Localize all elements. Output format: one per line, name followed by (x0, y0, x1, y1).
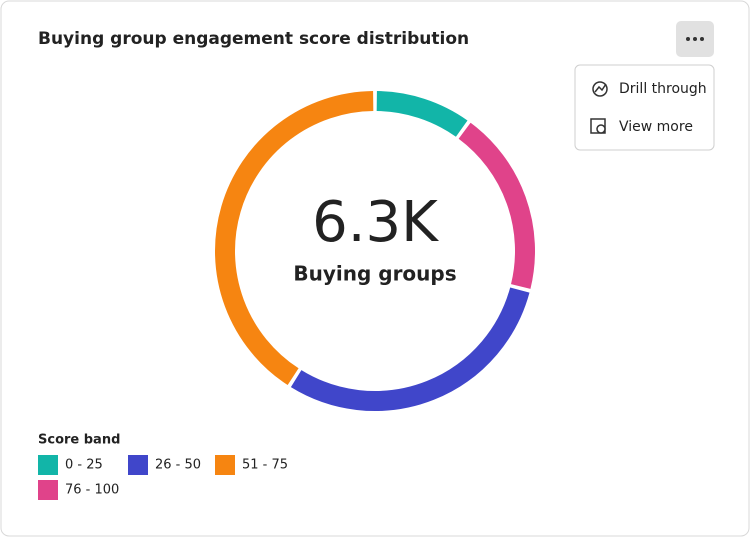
donut-segment (458, 122, 535, 289)
center-value: 6.3K (312, 190, 439, 255)
view-icon (596, 124, 606, 134)
menu-item-label[interactable]: Drill through (619, 81, 707, 97)
dot (700, 37, 704, 41)
legend-swatch (215, 455, 235, 475)
donut-segment (215, 91, 374, 386)
donut-segment (290, 287, 530, 411)
menu-item[interactable]: View more (590, 118, 693, 135)
dot (686, 37, 690, 41)
card-title: Buying group engagement score distributi… (38, 29, 469, 49)
menu (574, 64, 715, 151)
drill-icon (594, 83, 607, 93)
legend-label: 76 - 100 (65, 483, 119, 498)
dot (693, 37, 697, 41)
legend-label: 0 - 25 (65, 458, 103, 473)
legend-swatch (38, 480, 58, 500)
legend-swatch (38, 455, 58, 475)
center-label: Buying groups (293, 262, 456, 286)
legend-swatch (128, 455, 148, 475)
donut-segment (376, 91, 468, 137)
view-icon (590, 118, 606, 134)
menu-item[interactable]: Drill through (592, 81, 707, 97)
legend-label: 26 - 50 (155, 458, 201, 473)
menu-item-label[interactable]: View more (619, 119, 693, 135)
drill-icon (592, 81, 608, 97)
legend-label: 51 - 75 (242, 458, 288, 473)
more-button[interactable] (676, 21, 714, 57)
legend-title: Score band (38, 433, 120, 448)
